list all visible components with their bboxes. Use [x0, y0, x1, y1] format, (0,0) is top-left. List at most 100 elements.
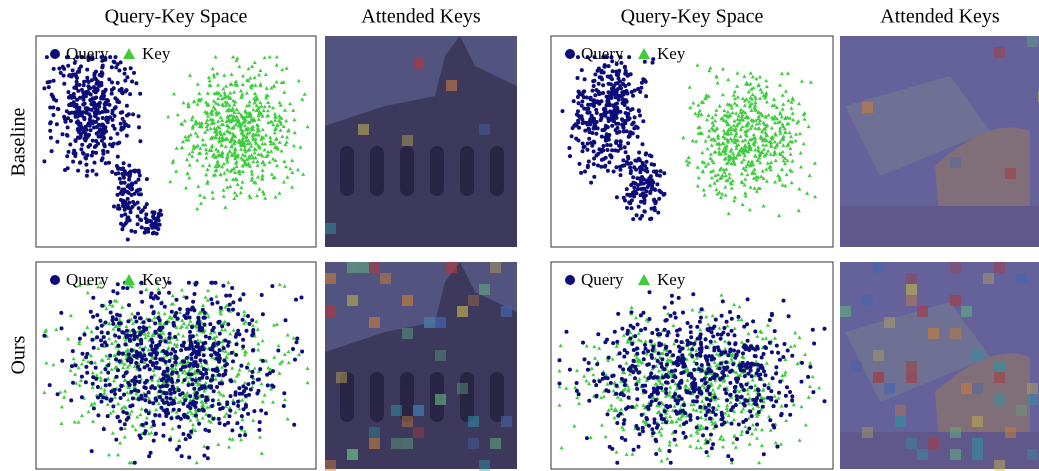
key-point: [231, 166, 236, 170]
query-point: [688, 413, 693, 418]
key-point: [199, 120, 204, 125]
query-point: [140, 299, 145, 304]
query-point: [631, 175, 636, 180]
key-point: [230, 106, 235, 111]
query-point: [769, 389, 774, 394]
query-point: [204, 371, 209, 376]
key-point: [98, 378, 103, 382]
key-point: [129, 409, 134, 413]
key-point: [175, 337, 180, 341]
query-point: [774, 365, 779, 370]
query-point: [72, 60, 77, 65]
query-point: [613, 128, 618, 133]
query-point: [87, 120, 92, 125]
query-point: [154, 224, 159, 229]
key-point: [220, 102, 225, 106]
query-point: [209, 353, 214, 358]
query-point: [188, 339, 193, 344]
key-point: [260, 114, 265, 118]
query-point: [615, 148, 620, 153]
query-point: [594, 120, 599, 124]
key-point: [801, 141, 806, 146]
query-point: [68, 118, 73, 123]
key-point: [733, 133, 738, 138]
query-point: [76, 88, 81, 93]
query-point: [241, 337, 246, 342]
query-point: [678, 409, 683, 414]
query-point: [90, 168, 95, 173]
query-point: [270, 284, 275, 289]
key-point: [233, 122, 238, 127]
key-point: [747, 163, 752, 168]
query-point: [64, 109, 69, 114]
key-point: [756, 82, 761, 87]
query-point: [90, 138, 95, 143]
key-point: [765, 323, 770, 327]
key-point: [719, 116, 724, 121]
query-point: [69, 398, 74, 403]
query-point: [117, 359, 122, 364]
key-point: [752, 167, 757, 171]
query-point: [90, 381, 95, 386]
key-point: [229, 113, 234, 117]
key-point: [291, 143, 296, 148]
key-point: [808, 384, 812, 388]
query-point: [83, 155, 88, 160]
query-point: [202, 310, 207, 315]
key-point: [695, 165, 700, 169]
key-point: [228, 90, 233, 95]
key-point: [271, 400, 275, 404]
key-point: [802, 117, 807, 121]
query-point: [754, 402, 759, 407]
key-point: [687, 352, 692, 356]
key-point: [721, 128, 726, 133]
query-point: [203, 334, 208, 339]
key-point: [721, 141, 726, 145]
key-point: [232, 149, 237, 154]
query-point: [683, 435, 688, 439]
query-point: [233, 392, 238, 397]
query-point: [81, 94, 86, 99]
key-point: [209, 109, 214, 113]
query-point: [113, 333, 118, 338]
query-point: [174, 297, 179, 302]
key-point: [285, 332, 290, 337]
query-point: [729, 328, 734, 333]
key-point: [283, 108, 287, 112]
key-point: [745, 387, 750, 392]
key-point: [259, 152, 263, 156]
query-point: [183, 398, 188, 403]
query-point: [111, 404, 116, 409]
key-point: [723, 151, 728, 156]
query-point: [729, 408, 734, 413]
key-point: [250, 133, 255, 137]
query-point: [742, 374, 747, 379]
key-point: [236, 117, 241, 122]
key-point: [251, 107, 256, 112]
query-point: [122, 180, 127, 185]
key-point: [764, 84, 769, 89]
query-point: [654, 389, 659, 394]
query-point: [119, 383, 124, 388]
query-point: [256, 388, 261, 393]
key-point: [752, 186, 757, 190]
query-point: [643, 152, 648, 157]
query-point: [142, 230, 147, 235]
query-point: [664, 420, 668, 425]
key-point: [247, 99, 252, 104]
key-point: [156, 310, 161, 315]
query-point: [153, 413, 158, 417]
query-point: [202, 359, 207, 364]
key-point: [240, 92, 245, 96]
key-point: [757, 155, 762, 160]
key-point: [233, 176, 238, 181]
key-point: [252, 334, 257, 338]
key-point: [795, 361, 800, 366]
key-point: [271, 156, 275, 161]
key-point: [219, 143, 224, 147]
key-point: [798, 131, 802, 136]
key-point: [116, 452, 120, 457]
query-point: [227, 302, 232, 307]
query-point: [583, 169, 587, 174]
query-point: [767, 318, 772, 323]
